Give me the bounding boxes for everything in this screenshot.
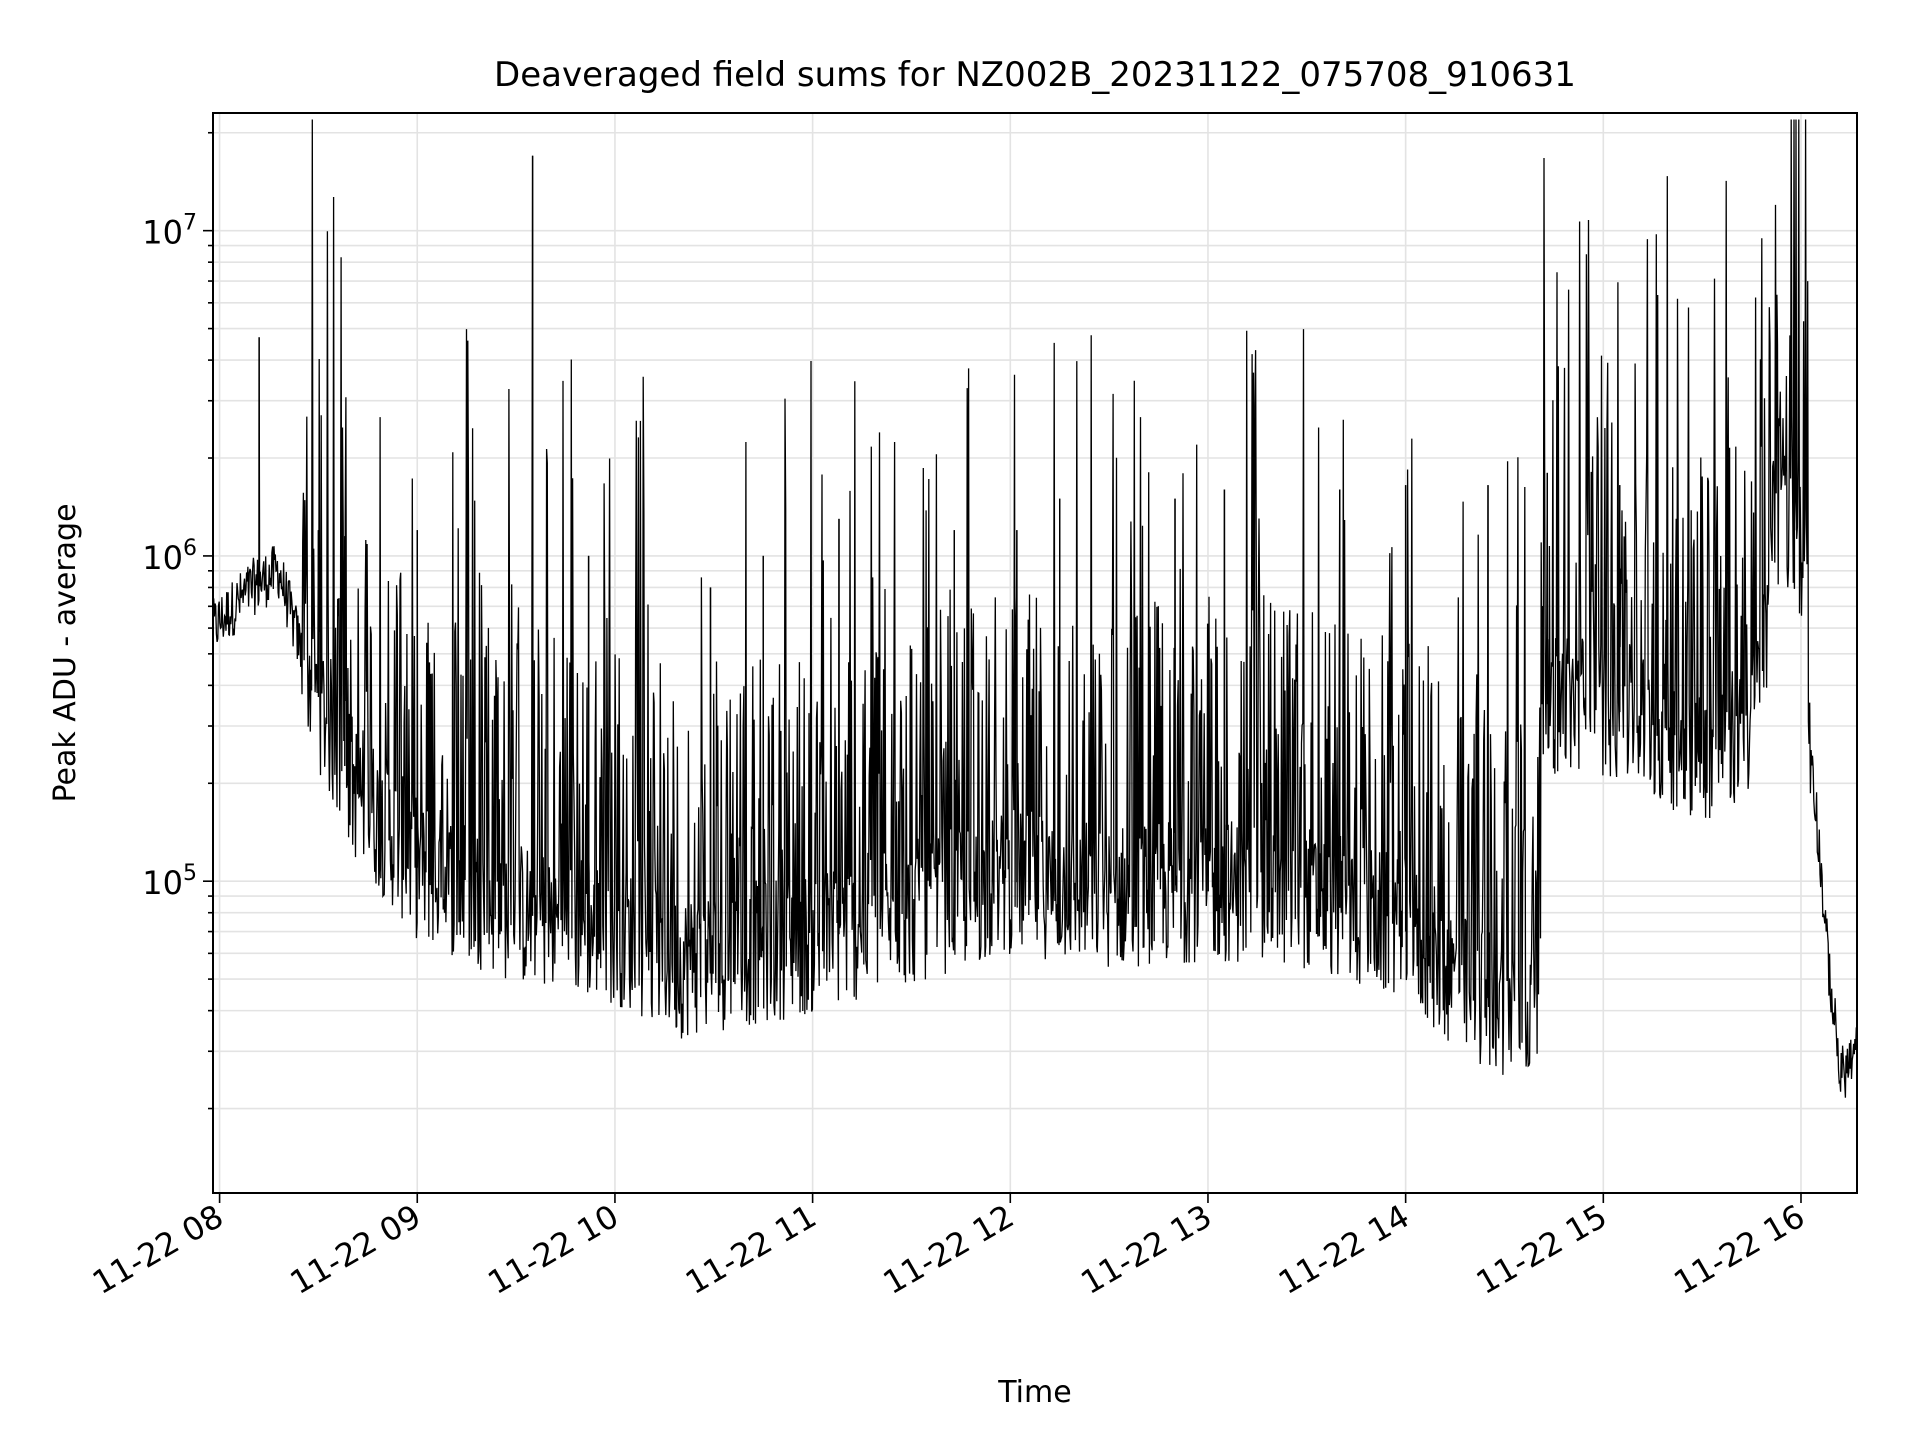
y-tick-exponent: 7 — [183, 211, 197, 236]
y-tick-base: 10 — [142, 539, 183, 577]
y-tick-exponent: 6 — [183, 536, 197, 561]
y-grid — [213, 131, 1857, 1110]
plot-frame — [212, 112, 1858, 1194]
y-tick-base: 10 — [142, 214, 183, 252]
y-axis-label: Peak ADU - average — [48, 503, 83, 802]
series-line — [212, 119, 1858, 1098]
y-tick-exponent: 5 — [183, 861, 197, 886]
y-tick-label: 105 — [142, 861, 197, 902]
series-group — [212, 119, 1858, 1098]
y-tick-base: 10 — [142, 864, 183, 902]
y-tick-label: 106 — [142, 536, 197, 577]
x-axis-label: Time — [997, 1375, 1071, 1410]
y-tick-label: 107 — [142, 211, 197, 252]
chart-title: Deaveraged field sums for NZ002B_2023112… — [494, 55, 1576, 95]
